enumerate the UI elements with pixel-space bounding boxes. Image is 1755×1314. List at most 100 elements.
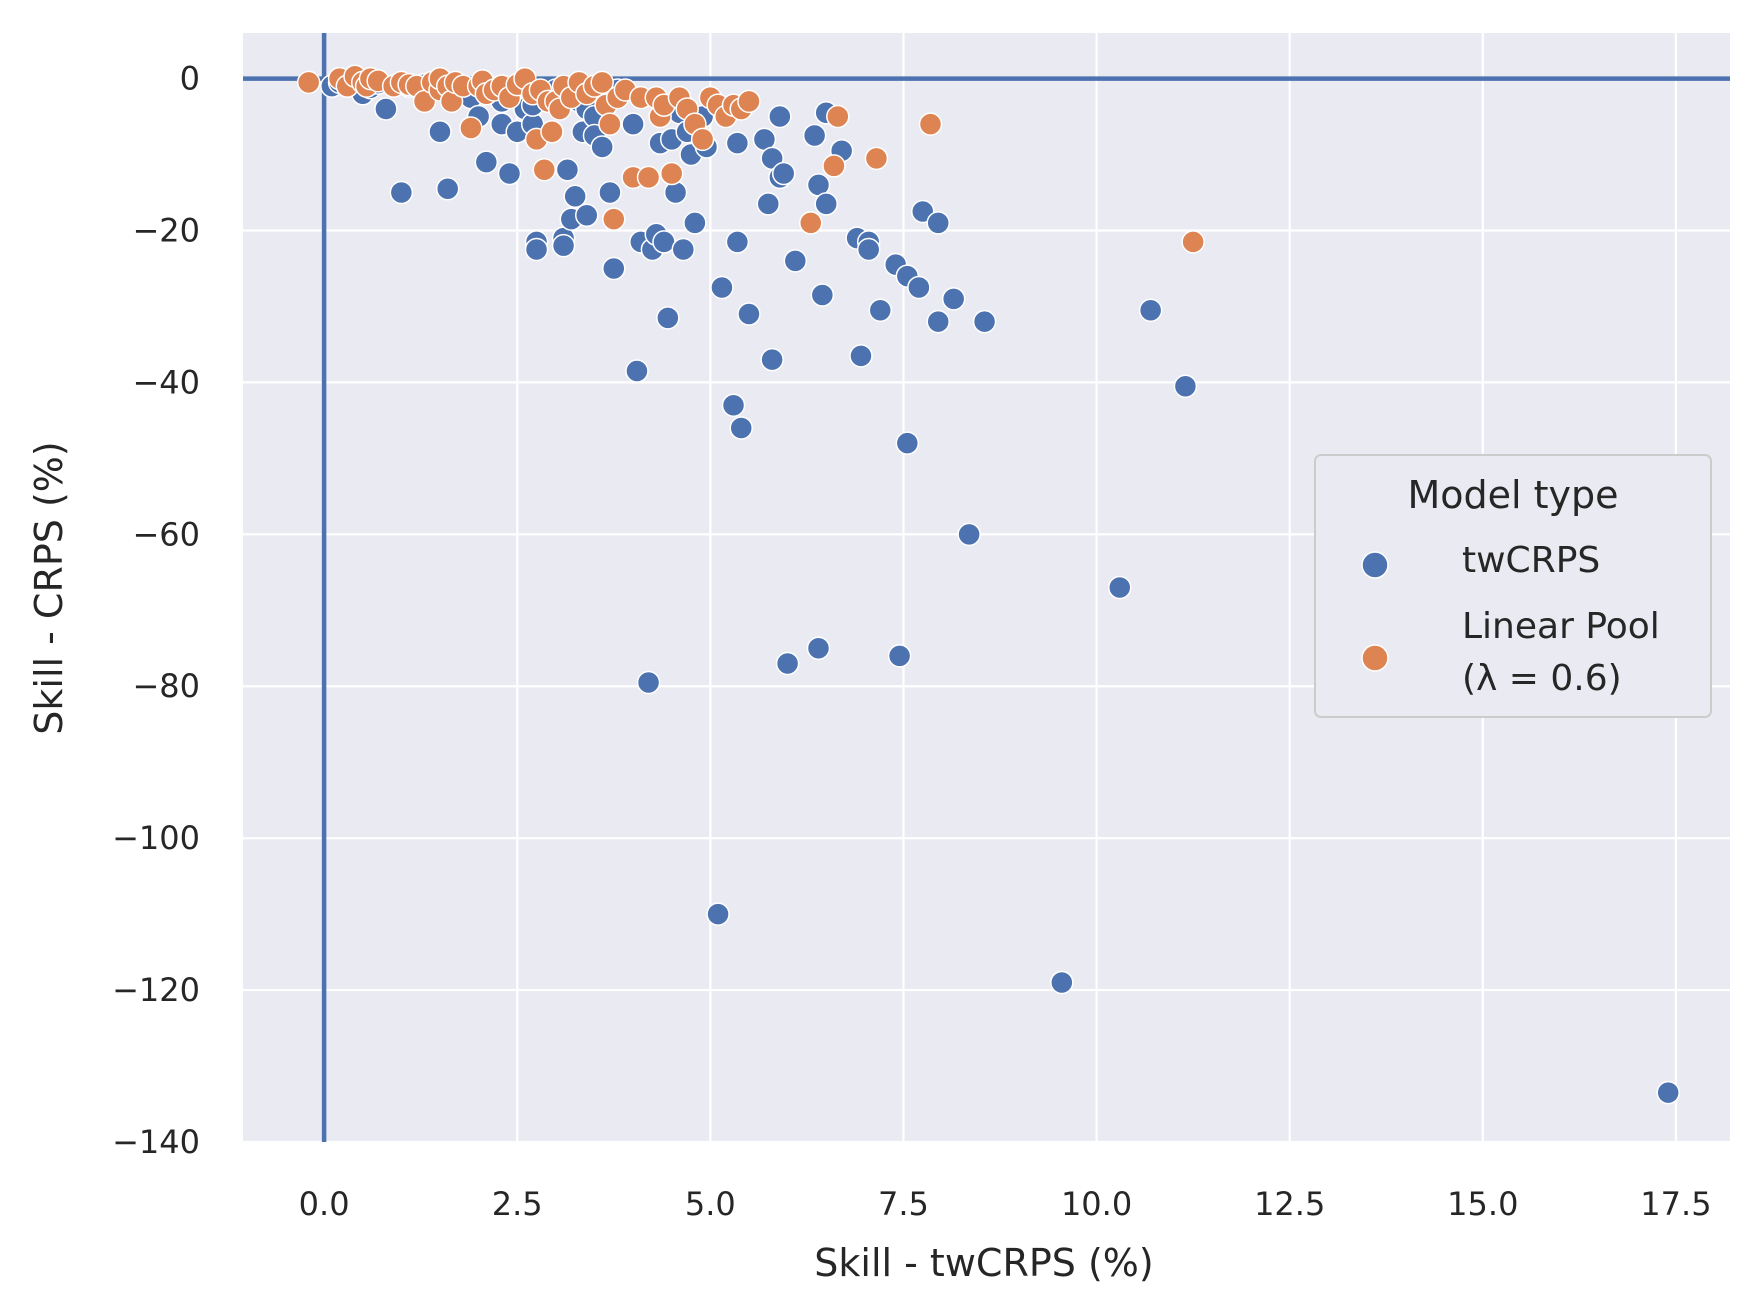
y-tick-label: −100 (112, 819, 200, 857)
twcrps-point (1173, 374, 1198, 398)
twcrps-point (721, 393, 746, 417)
x-tick-label: 5.0 (685, 1185, 736, 1223)
legend-box (1314, 454, 1712, 718)
linear-pool-point (296, 70, 321, 95)
twcrps-point (671, 237, 696, 262)
twcrps-point (1050, 970, 1074, 995)
twcrps-point (598, 180, 622, 205)
twcrps-point (771, 161, 796, 186)
series-linear-pool (296, 64, 1205, 254)
twcrps-point (760, 347, 784, 372)
y-tick-label: −140 (112, 1123, 200, 1161)
twcrps-point (555, 157, 580, 182)
twcrps-point (783, 249, 808, 273)
twcrps-point (636, 670, 661, 695)
y-tick-labels: 0 −20 −40 −60 −80 −100 −120 −140 (112, 60, 200, 1161)
twcrps-point (957, 522, 981, 547)
twcrps-point (926, 309, 950, 334)
twcrps-point (497, 161, 522, 186)
y-axis-label: Skill - CRPS (%) (27, 441, 71, 734)
linear-pool-point (602, 207, 626, 231)
twcrps-point (802, 123, 827, 148)
linear-pool-point (598, 112, 622, 136)
twcrps-point (725, 230, 750, 254)
twcrps-point (710, 275, 734, 300)
x-tick-label: 10.0 (1061, 1185, 1132, 1223)
linear-pool-point (799, 211, 823, 235)
twcrps-point (768, 104, 792, 129)
twcrps-point (428, 119, 452, 144)
twcrps-point (907, 275, 931, 300)
twcrps-point (574, 203, 599, 228)
twcrps-point (849, 344, 873, 368)
twcrps-point (868, 298, 893, 322)
twcrps-point (663, 180, 688, 205)
linear-pool-point (826, 104, 850, 129)
y-tick-label: −60 (132, 515, 200, 553)
y-tick-label: −20 (132, 211, 200, 249)
twcrps-point (389, 180, 414, 205)
twcrps-point (1138, 298, 1163, 322)
twcrps-point (474, 150, 499, 174)
twcrps-point (941, 287, 966, 311)
twcrps-point (725, 131, 750, 155)
x-tick-labels: 0.0 2.5 5.0 7.5 10.0 12.5 15.0 17.5 (299, 1185, 1712, 1223)
data-points (296, 64, 1680, 1105)
twcrps-point (810, 283, 835, 307)
twcrps-point (706, 902, 730, 926)
legend-label-linear-pool: Linear Pool (1462, 606, 1660, 647)
twcrps-point (972, 309, 997, 334)
y-tick-label: −40 (132, 363, 200, 401)
linear-pool-point (459, 116, 483, 140)
twcrps-point (374, 97, 398, 121)
x-tick-label: 0.0 (299, 1185, 350, 1223)
twcrps-point (563, 184, 587, 209)
linear-pool-point (864, 146, 889, 171)
linear-pool-point (690, 127, 715, 152)
twcrps-point (729, 416, 753, 440)
y-tick-label: −120 (112, 971, 200, 1009)
twcrps-point (625, 359, 649, 383)
twcrps-point (887, 644, 912, 668)
twcrps-point (926, 211, 950, 235)
legend-marker-twcrps (1361, 551, 1389, 579)
twcrps-point (656, 306, 680, 330)
twcrps-point (524, 237, 549, 262)
x-axis-label: Skill - twCRPS (%) (814, 1241, 1153, 1285)
linear-pool-point (636, 165, 661, 190)
legend-label-linear-pool-lambda: (λ = 0.6) (1462, 658, 1622, 699)
legend-marker-linear-pool (1361, 644, 1389, 672)
twcrps-point (1108, 575, 1132, 600)
linear-pool-point (532, 157, 557, 182)
twcrps-point (806, 636, 831, 661)
legend-title: Model type (1407, 473, 1618, 517)
x-tick-label: 7.5 (878, 1185, 929, 1223)
legend-label-twcrps: twCRPS (1462, 540, 1600, 581)
y-tick-label: 0 (180, 60, 200, 98)
linear-pool-point (822, 154, 846, 178)
x-tick-label: 2.5 (492, 1185, 543, 1223)
linear-pool-point (737, 89, 761, 114)
twcrps-point (775, 651, 800, 676)
twcrps-point (683, 211, 707, 235)
x-tick-label: 15.0 (1447, 1185, 1518, 1223)
x-tick-label: 17.5 (1640, 1185, 1711, 1223)
twcrps-point (856, 237, 881, 262)
twcrps-point (435, 176, 460, 201)
linear-pool-point (918, 112, 943, 136)
twcrps-point (1656, 1080, 1680, 1105)
twcrps-point (602, 256, 626, 281)
twcrps-point (737, 302, 761, 326)
linear-pool-point (659, 161, 684, 186)
twcrps-point (621, 112, 645, 136)
linear-pool-point (590, 70, 614, 95)
y-tick-label: −80 (132, 667, 200, 705)
twcrps-point (551, 233, 576, 258)
legend: Model type twCRPS Linear Pool (λ = 0.6) (1314, 454, 1712, 718)
linear-pool-point (1181, 230, 1205, 254)
twcrps-point (590, 135, 614, 159)
linear-pool-point (540, 119, 564, 144)
twcrps-point (756, 192, 781, 216)
x-tick-label: 12.5 (1254, 1185, 1325, 1223)
